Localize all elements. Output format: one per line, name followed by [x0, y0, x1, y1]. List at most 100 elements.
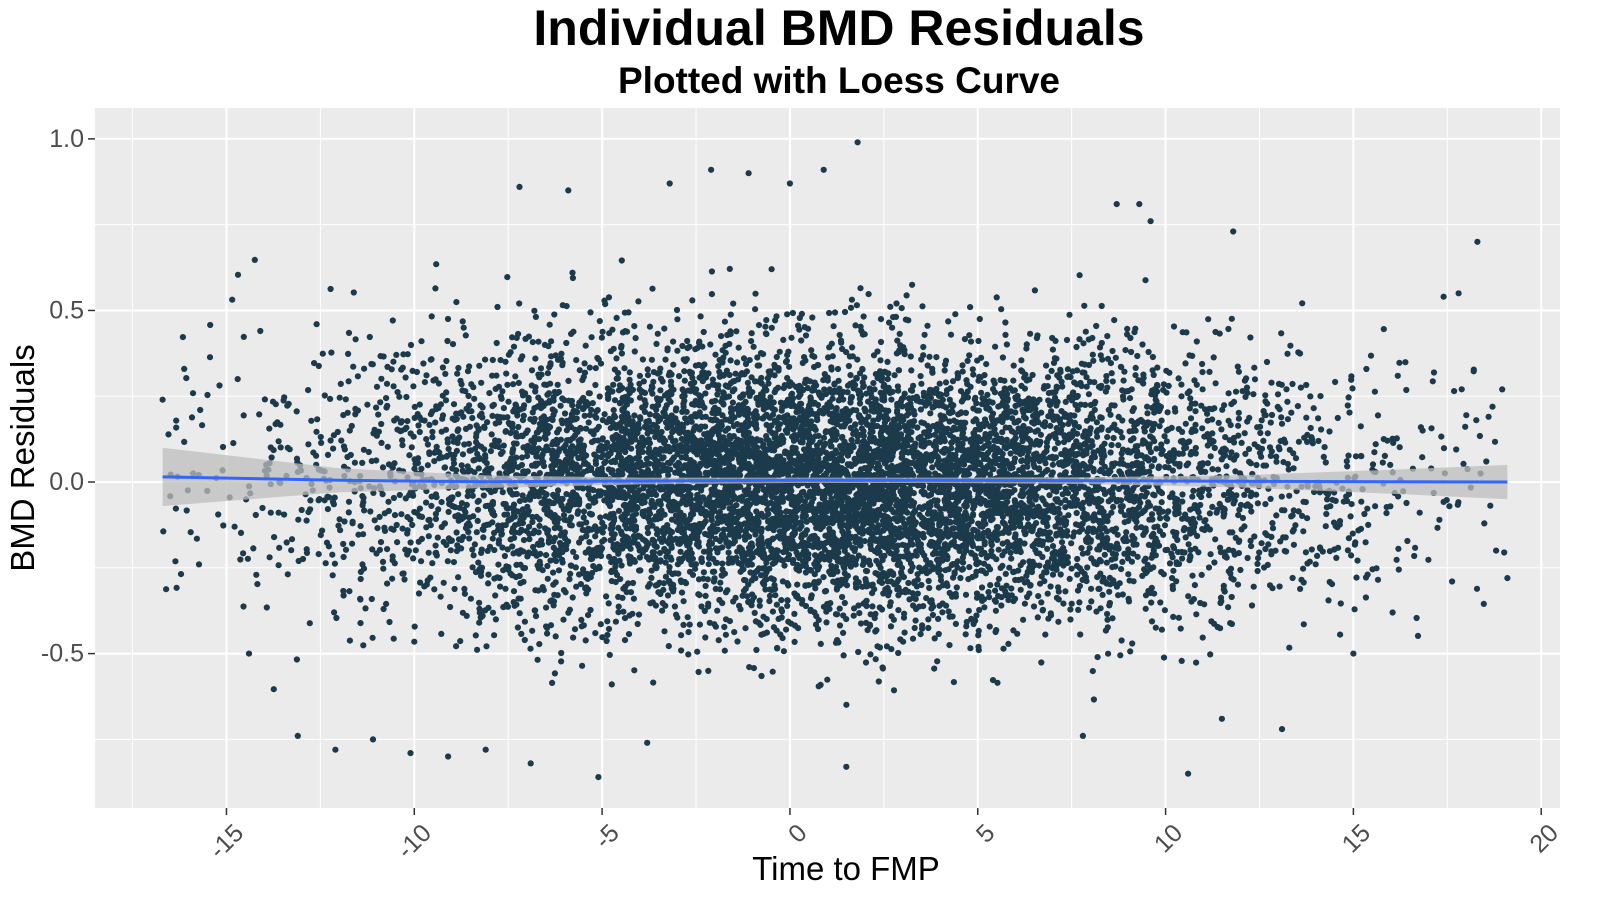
data-point	[1172, 408, 1179, 415]
data-point	[919, 303, 926, 310]
data-point	[1228, 575, 1235, 582]
data-point	[401, 576, 408, 583]
data-point	[654, 449, 662, 456]
data-point	[886, 319, 893, 326]
data-point	[943, 391, 950, 398]
data-point	[342, 396, 349, 403]
data-point	[1228, 315, 1235, 322]
data-point	[1323, 510, 1330, 518]
data-point	[755, 322, 763, 329]
data-point	[1345, 452, 1352, 459]
data-point	[327, 437, 334, 444]
data-point	[359, 502, 366, 509]
data-point	[1371, 449, 1378, 456]
data-point	[610, 381, 617, 388]
data-point	[862, 659, 870, 666]
data-point	[694, 648, 701, 655]
data-point	[1381, 452, 1388, 459]
data-point	[895, 649, 902, 657]
data-point	[256, 411, 263, 418]
data-point	[736, 602, 743, 609]
data-point	[1284, 350, 1291, 357]
data-point	[715, 363, 722, 370]
data-point	[523, 453, 531, 460]
data-point	[840, 629, 847, 637]
data-point	[1187, 415, 1195, 422]
data-point	[1010, 377, 1017, 384]
data-point	[1073, 343, 1080, 351]
data-point	[1170, 613, 1177, 621]
data-point	[349, 540, 356, 547]
data-point	[517, 561, 524, 568]
data-point	[364, 401, 371, 408]
data-point	[463, 612, 470, 620]
data-point	[380, 565, 387, 572]
data-point	[532, 388, 539, 395]
data-point	[420, 360, 427, 367]
data-point	[1374, 412, 1382, 419]
data-point	[1352, 453, 1360, 460]
data-point	[679, 386, 686, 393]
data-point	[497, 357, 504, 364]
data-point	[637, 414, 644, 421]
data-point	[1002, 331, 1009, 338]
data-point	[832, 611, 840, 618]
data-point	[1024, 593, 1031, 601]
data-point	[653, 340, 660, 347]
data-point	[875, 678, 882, 685]
data-point	[1333, 554, 1340, 562]
data-point	[997, 390, 1004, 397]
data-point	[1158, 417, 1165, 424]
data-point	[814, 625, 822, 633]
data-point	[1264, 430, 1271, 437]
data-point	[1153, 445, 1160, 452]
data-point	[1235, 422, 1242, 429]
data-point	[272, 421, 279, 428]
data-point	[808, 425, 815, 432]
data-point	[895, 584, 902, 591]
data-point	[1068, 540, 1075, 547]
data-point	[1118, 566, 1125, 573]
data-point	[1278, 381, 1285, 388]
data-point	[499, 489, 506, 496]
data-point	[1476, 432, 1483, 440]
data-point	[389, 575, 396, 582]
data-point	[1193, 338, 1200, 345]
data-point	[632, 455, 640, 462]
data-point	[445, 496, 452, 503]
data-point	[421, 379, 428, 386]
data-point	[1292, 455, 1300, 462]
data-point	[1151, 590, 1158, 597]
data-point	[1258, 417, 1265, 424]
chart-title: Individual BMD Residuals	[533, 0, 1144, 56]
data-point	[772, 317, 779, 324]
data-point	[444, 436, 451, 443]
data-point	[1150, 371, 1157, 379]
data-point	[1473, 417, 1480, 424]
data-point	[1134, 553, 1141, 560]
data-point	[597, 621, 604, 628]
data-point	[464, 368, 472, 375]
data-point	[1108, 556, 1115, 563]
data-point	[823, 619, 830, 626]
data-point	[1108, 370, 1115, 377]
data-point	[1236, 506, 1243, 513]
data-point	[1006, 564, 1013, 571]
data-point	[1049, 461, 1056, 468]
data-point	[473, 529, 480, 536]
data-point	[1142, 605, 1149, 612]
data-point	[1267, 495, 1274, 502]
data-point	[1254, 500, 1261, 507]
data-point	[1029, 371, 1036, 379]
data-point	[975, 337, 982, 345]
data-point	[1107, 449, 1114, 456]
data-point	[1133, 524, 1140, 531]
data-point	[902, 316, 910, 323]
data-point	[337, 380, 344, 387]
data-point	[764, 506, 771, 513]
data-point	[532, 355, 539, 362]
data-point	[861, 374, 868, 381]
data-point	[1225, 390, 1232, 397]
data-point	[625, 631, 633, 638]
data-point	[1234, 363, 1241, 370]
